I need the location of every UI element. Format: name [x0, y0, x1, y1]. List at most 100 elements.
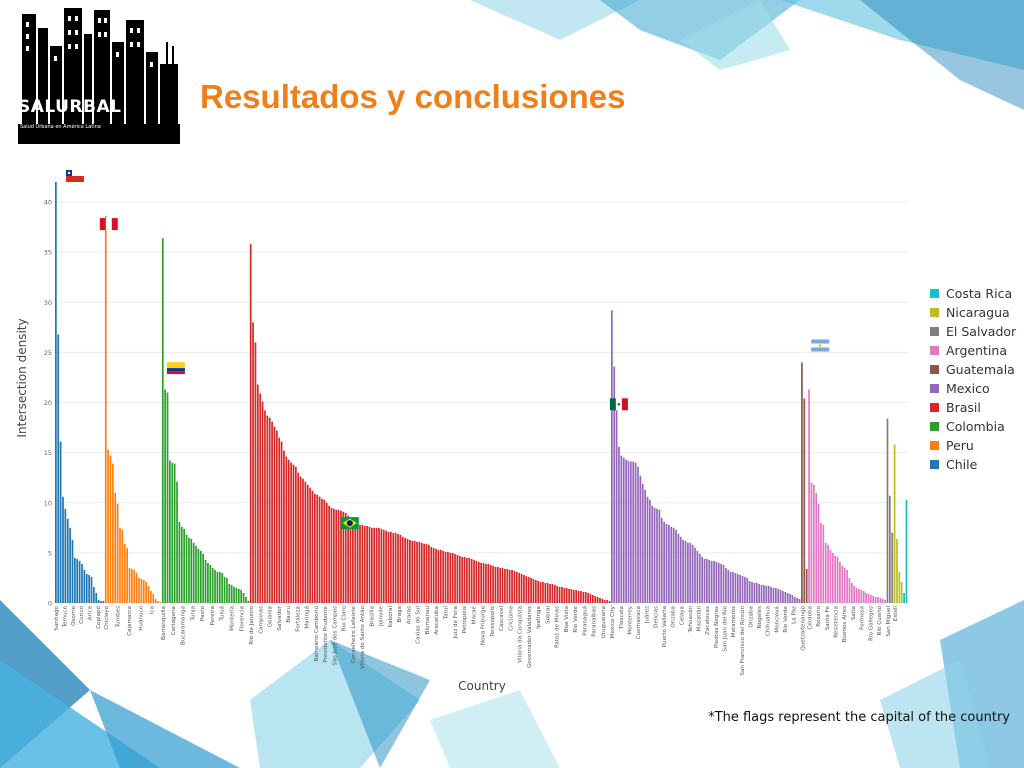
x-tick-label: Bucaramanga [181, 606, 187, 645]
legend-item[interactable]: Colombia [930, 417, 1024, 436]
bar-peru [126, 547, 128, 603]
bar-costa-rica [905, 499, 908, 603]
chart-grid [55, 201, 908, 604]
bar-mexico [677, 533, 680, 603]
bar-colombia [223, 576, 226, 603]
bar-brasil [468, 557, 471, 603]
legend-item[interactable]: Guatemala [930, 360, 1024, 379]
bar-colombia [237, 588, 240, 603]
deco-shard [330, 640, 430, 768]
bar-brasil [356, 524, 359, 603]
bar-chile [69, 527, 71, 603]
bar-brasil [458, 555, 461, 603]
bar-brasil [264, 410, 266, 603]
bar-mexico [717, 562, 720, 603]
bar-mexico [720, 563, 722, 603]
bar-brasil [349, 520, 352, 603]
x-tick-label: La Paz [792, 606, 798, 624]
bar-peru [157, 601, 159, 603]
bar-colombia [195, 545, 197, 603]
bar-brasil [418, 541, 421, 603]
legend-item[interactable]: Costa Rica [930, 284, 1024, 303]
legend-item[interactable]: Mexico [930, 379, 1024, 398]
y-tick-label: 15 [44, 449, 52, 457]
bar-colombia [233, 586, 235, 603]
x-tick-label: Buenos Aires [842, 606, 848, 642]
bar-colombia [214, 569, 216, 603]
bar-chile [97, 599, 100, 603]
bar-brasil [275, 430, 278, 603]
bar-brasil [442, 550, 445, 603]
bar-brasil [444, 551, 447, 603]
bar-brasil [591, 594, 594, 603]
bar-brasil [387, 531, 390, 603]
bar-brasil [456, 554, 459, 603]
legend-item[interactable]: Brasil [930, 398, 1024, 417]
bar-mexico [710, 560, 713, 603]
legend-item[interactable]: Peru [930, 436, 1024, 455]
x-tick-label: Uruguaiana [601, 606, 607, 638]
legend-item[interactable]: El Salvador [930, 322, 1024, 341]
x-tick-label: Tatuí [443, 606, 450, 621]
bar-mexico [644, 489, 646, 603]
x-tick-label: Governador Valadares [527, 606, 533, 668]
bar-mexico [663, 521, 665, 603]
bar-argentina [834, 555, 837, 603]
bar-peru [121, 529, 124, 603]
bar-nicaragua [896, 538, 898, 603]
x-tick-label: Ica [150, 606, 156, 614]
bar-brasil [504, 568, 506, 603]
bar-peru [107, 449, 109, 603]
x-tick-label: Tlaxcala [619, 606, 625, 630]
bar-peru [114, 492, 117, 603]
x-tick-label: Piedras Negras [714, 606, 720, 648]
x-tick-label: Montería [229, 606, 236, 631]
x-tick-label: Cartagena [171, 606, 177, 635]
x-tick-label: Arica [88, 606, 94, 620]
bar-brasil [368, 526, 371, 603]
bar-brasil [394, 532, 397, 603]
bar-mexico [665, 523, 668, 603]
bar-brasil [606, 599, 608, 603]
legend-item[interactable]: Nicaragua [930, 303, 1024, 322]
bar-mexico [753, 582, 756, 603]
bar-argentina [862, 590, 865, 603]
x-tick-label: San Juan del Río [722, 605, 729, 651]
x-tick-label: Salvador [277, 605, 283, 630]
x-tick-label: Campinas [258, 606, 264, 634]
legend-item[interactable]: Argentina [930, 341, 1024, 360]
deco-shard [470, 0, 640, 40]
bar-brasil [311, 490, 314, 603]
bar-brasil [532, 578, 535, 603]
bar-chile [71, 539, 74, 603]
bar-mexico [646, 496, 649, 603]
bar-brasil [397, 533, 399, 603]
bar-argentina [841, 565, 844, 603]
legend-label: Mexico [946, 381, 990, 396]
bar-peru [112, 463, 114, 603]
bar-argentina [872, 595, 875, 603]
x-tick-label: Monterrey [628, 605, 634, 634]
bar-argentina [827, 544, 829, 603]
bar-mexico [625, 459, 627, 603]
deco-shard [860, 0, 1024, 110]
bar-brasil [549, 583, 551, 603]
bar-brasil [447, 551, 449, 603]
bar-colombia [242, 592, 245, 603]
legend-swatch [930, 308, 939, 317]
bar-mexico [682, 539, 684, 603]
bar-brasil [523, 574, 525, 603]
bar-brasil [492, 565, 494, 603]
bar-argentina [867, 593, 870, 603]
x-tick-label: Rio de Janeiro [249, 605, 255, 644]
legend-item[interactable]: Chile [930, 455, 1024, 474]
bar-brasil [280, 441, 283, 603]
x-tick-label: Bauru [286, 606, 292, 623]
bar-brasil [603, 599, 606, 603]
bar-brasil [401, 536, 404, 603]
bar-brasil [482, 562, 485, 603]
bar-mexico [691, 544, 694, 603]
bar-peru [104, 216, 107, 603]
bar-mexico [767, 585, 770, 603]
x-tick-label: Formosa [860, 606, 866, 630]
